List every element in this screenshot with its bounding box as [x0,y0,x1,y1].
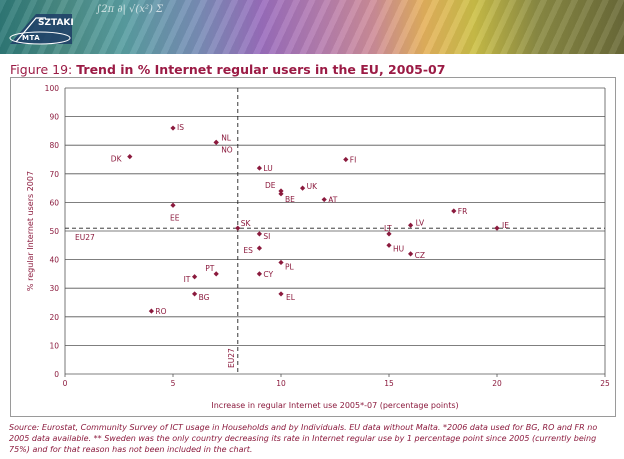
point-label-el: EL [286,293,296,302]
y-tick-label: 0 [54,370,59,379]
figure-title: Figure 19: Trend in % Internet regular u… [10,62,445,77]
x-tick-label: 10 [276,379,286,388]
point-label-ie: IE [502,221,509,230]
y-tick-label: 20 [49,313,59,322]
data-point-fi [343,156,349,163]
point-label-dk: DK [111,155,123,164]
point-label-nl: NL [221,133,232,142]
data-point-fr [451,208,457,214]
point-label-is: IS [177,123,184,132]
data-point-ee [170,202,176,208]
y-tick-label: 50 [49,227,59,236]
point-label-de: DE [265,181,276,190]
data-point-at [321,196,327,203]
data-point-dk [127,154,133,160]
banner-formula-decor: ∫2π ∂| √(x²) Σ [96,4,164,15]
y-tick-label: 90 [49,113,59,122]
point-label-hu: HU [393,244,404,253]
y-tick-label: 70 [49,170,59,179]
data-point-be [278,191,284,197]
point-label-si: SI [263,232,270,241]
source-note: Source: Eurostat, Community Survey of IC… [9,423,598,454]
data-point-ie [494,225,500,231]
point-label-fi: FI [350,156,357,165]
point-label-sk: SK [241,219,252,228]
point-label-lv: LV [416,218,425,227]
data-point-hu [386,242,392,248]
logo-mta-text: MTA [22,34,41,42]
banner-texture [0,0,624,54]
x-tick-label: 20 [492,379,502,388]
data-point-cz [408,251,414,257]
data-point-lu [256,165,262,171]
y-tick-label: 80 [49,141,59,150]
point-label-ro: RO [155,307,166,316]
y-tick-label: 40 [49,256,59,265]
point-label-fr: FR [458,207,468,216]
eu27-horizontal-label: EU27 [75,233,95,242]
y-axis-title: % regular Internet users 2007 [26,171,35,291]
point-label-bg: BG [199,293,210,302]
point-label-be: BE [285,195,295,204]
data-point-es [256,245,262,251]
data-point-is [170,125,176,131]
figure-label: Figure 19: [10,62,73,77]
y-tick-label: 100 [45,84,60,93]
data-point-lv [408,222,414,228]
point-label-it: IT [184,275,191,284]
point-label-lt: LT [384,224,392,233]
x-tick-label: 5 [171,379,176,388]
x-tick-label: 0 [63,379,68,388]
data-point-it [192,274,198,280]
data-point-pl [278,259,284,266]
data-point-no [213,139,219,145]
point-label-ee: EE [170,213,180,222]
chart-frame [10,77,616,417]
point-label-cz: CZ [415,251,425,260]
point-label-at: AT [328,196,338,205]
point-label-lu: LU [263,164,272,173]
y-tick-label: 60 [49,198,59,207]
eu27-vertical-label: EU27 [227,348,236,368]
figure-title-text: Trend in % Internet regular users in the… [76,62,446,77]
point-label-pt: PT [205,264,215,273]
point-label-es: ES [243,246,253,255]
data-point-si [256,231,262,237]
data-point-uk [300,185,306,191]
data-point-de [278,188,284,194]
data-point-bg [192,291,198,297]
point-label-pl: PL [285,262,295,271]
header-banner: SZTAKI MTA ∫2π ∂| √(x²) Σ [0,0,624,54]
data-point-sk [235,225,241,231]
x-tick-label: 15 [384,379,394,388]
x-tick-label: 25 [600,379,610,388]
y-tick-label: 10 [49,341,59,350]
point-label-cy: CY [263,270,273,279]
data-point-cy [256,271,262,277]
point-label-uk: UK [307,182,318,191]
data-point-el [278,291,284,297]
point-label-no: NO [221,145,233,154]
logo-sztaki-text: SZTAKI [38,18,74,28]
x-axis-title: Increase in regular Internet use 2005*-0… [211,401,458,410]
data-point-lt [386,231,392,237]
y-tick-label: 30 [49,284,59,293]
sztaki-logo-icon [9,14,72,45]
data-point-ro [148,308,154,314]
data-point-pt [213,271,219,277]
